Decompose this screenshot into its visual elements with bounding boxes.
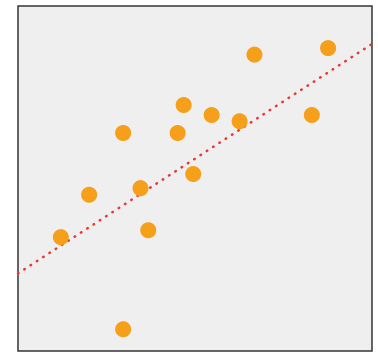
data-point — [246, 46, 263, 63]
data-point — [203, 107, 220, 124]
data-point — [115, 124, 132, 141]
data-points-layer — [52, 40, 337, 338]
data-point — [132, 180, 149, 197]
data-point — [303, 107, 320, 124]
data-point — [81, 186, 98, 203]
trend-line — [16, 42, 374, 275]
trend-line-layer — [16, 42, 374, 275]
data-point — [140, 222, 157, 239]
data-point — [115, 321, 132, 338]
data-point — [52, 229, 69, 246]
data-point — [175, 97, 192, 114]
data-point — [320, 40, 337, 57]
data-point — [169, 124, 186, 141]
data-point — [231, 113, 248, 130]
data-point — [185, 166, 202, 183]
